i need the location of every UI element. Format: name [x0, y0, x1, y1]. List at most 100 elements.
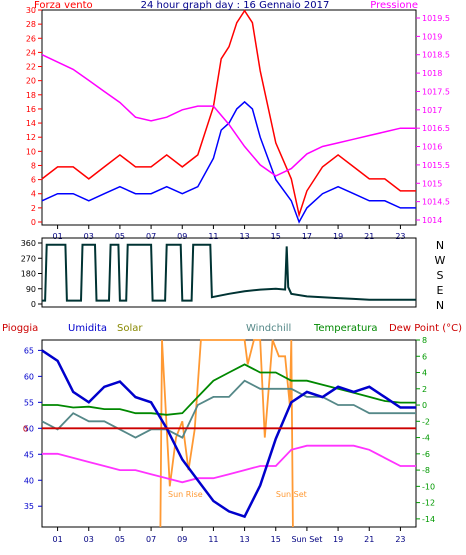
left-label-wind: Forza vento	[34, 0, 93, 11]
left-tick-label: 28	[26, 20, 36, 29]
right-tick-label: 1017	[422, 106, 442, 115]
right-tick-label: 1017.5	[422, 87, 450, 96]
series-solar	[159, 339, 294, 528]
temp-tick-label: 6	[422, 352, 427, 361]
dir-tick-label: 360	[21, 239, 36, 248]
right-tick-label: 1014	[422, 216, 442, 225]
x3-tick-label: 03	[84, 535, 94, 544]
right-tick-label: 1019.5	[422, 14, 450, 23]
x3-tick-label: 23	[395, 535, 405, 544]
hum-tick-label: 60	[24, 372, 34, 381]
x3-tick-label: Sun Set	[291, 535, 322, 544]
x3-tick-label: 07	[146, 535, 156, 544]
sun-rise-label: Sun Rise	[168, 490, 203, 499]
series-wind-avg	[41, 100, 416, 224]
hum-tick-label: 45	[24, 450, 34, 459]
hum-tick-label: 50	[24, 424, 34, 433]
series-dew-point-c-	[42, 444, 416, 484]
series-windchill	[41, 379, 416, 439]
rain-zero-label: 0	[23, 424, 28, 433]
panel2-frame	[41, 237, 417, 308]
compass-label: S	[437, 269, 444, 282]
left-tick-label: 14	[26, 119, 36, 128]
temp-tick-label: -2	[422, 417, 430, 426]
left-tick-label: 6	[31, 176, 36, 185]
right-label-pressure: Pressione	[370, 0, 418, 11]
temp-tick-label: -10	[422, 482, 435, 491]
x3-tick-label: 05	[115, 535, 125, 544]
x-tick-label: 07	[146, 232, 156, 241]
series-wind-direction	[42, 243, 416, 302]
right-tick-label: 1018	[422, 69, 442, 78]
compass-label: E	[437, 284, 444, 297]
label-humidity: Umidita	[68, 323, 107, 334]
series-umidita	[41, 349, 416, 519]
x3-tick-label: 21	[364, 535, 374, 544]
left-tick-label: 10	[26, 147, 36, 156]
label-rain: Pioggia	[2, 323, 38, 334]
right-tick-label: 1016	[422, 143, 442, 152]
x-tick-label: 09	[177, 232, 187, 241]
left-tick-label: 30	[26, 6, 36, 15]
series-pressure	[41, 54, 416, 177]
x3-tick-label: 11	[208, 535, 218, 544]
x3-tick-label: 19	[333, 535, 343, 544]
x3-tick-label: 13	[239, 535, 249, 544]
x3-tick-label: 09	[177, 535, 187, 544]
x-tick-label: 05	[115, 232, 125, 241]
left-tick-label: 22	[26, 63, 36, 72]
dir-tick-label: 180	[21, 270, 36, 279]
right-tick-label: 1019	[422, 32, 442, 41]
temp-tick-label: -6	[422, 450, 430, 459]
x-tick-label: 03	[84, 232, 94, 241]
label-temperature: Temperatura	[313, 323, 378, 334]
right-tick-label: 1018.5	[422, 51, 450, 60]
x-tick-label: 17	[302, 232, 312, 241]
panel1-frame	[41, 9, 417, 226]
temp-tick-label: 4	[422, 369, 427, 378]
label-dewpoint: Dew Point (°C)	[389, 323, 462, 334]
x-tick-label: 15	[271, 232, 281, 241]
hum-tick-label: 35	[24, 502, 34, 511]
temp-tick-label: 2	[422, 385, 427, 394]
chart-title: 24 hour graph day : 16 Gennaio 2017	[141, 0, 330, 11]
left-tick-label: 8	[31, 161, 36, 170]
x-tick-label: 21	[364, 232, 374, 241]
temp-tick-label: -12	[422, 499, 435, 508]
temp-tick-label: 8	[422, 336, 427, 345]
temp-tick-label: 0	[422, 401, 427, 410]
left-tick-label: 0	[31, 218, 36, 227]
x-tick-label: 11	[208, 232, 218, 241]
label-solar: Solar	[117, 323, 143, 334]
hum-tick-label: 65	[24, 346, 34, 355]
x-tick-label: 01	[52, 232, 62, 241]
left-tick-label: 4	[31, 190, 36, 199]
x-tick-label: 13	[239, 232, 249, 241]
left-tick-label: 26	[26, 34, 36, 43]
temp-tick-label: -14	[422, 515, 435, 524]
left-tick-label: 2	[31, 204, 36, 213]
temp-tick-label: -4	[422, 434, 430, 443]
hum-tick-label: 40	[24, 476, 34, 485]
left-tick-label: 12	[26, 133, 36, 142]
temp-tick-label: -8	[422, 466, 430, 475]
hum-tick-label: 55	[24, 398, 34, 407]
compass-label: W	[435, 254, 446, 267]
x-tick-label: 23	[395, 232, 405, 241]
right-tick-label: 1015	[422, 179, 442, 188]
left-tick-label: 18	[26, 91, 36, 100]
x3-tick-label: 01	[52, 535, 62, 544]
left-tick-label: 24	[26, 48, 36, 57]
right-tick-label: 1016.5	[422, 124, 450, 133]
dir-tick-label: 90	[26, 285, 36, 294]
dir-tick-label: 270	[21, 254, 36, 263]
x-tick-label: 19	[333, 232, 343, 241]
series-wind-gust	[41, 9, 416, 218]
label-windchill: Windchill	[246, 323, 291, 334]
right-tick-label: 1014.5	[422, 198, 450, 207]
left-tick-label: 16	[26, 105, 36, 114]
compass-label: N	[436, 299, 444, 312]
left-tick-label: 20	[26, 77, 36, 86]
sun-set-label: Sun Set	[276, 490, 307, 499]
